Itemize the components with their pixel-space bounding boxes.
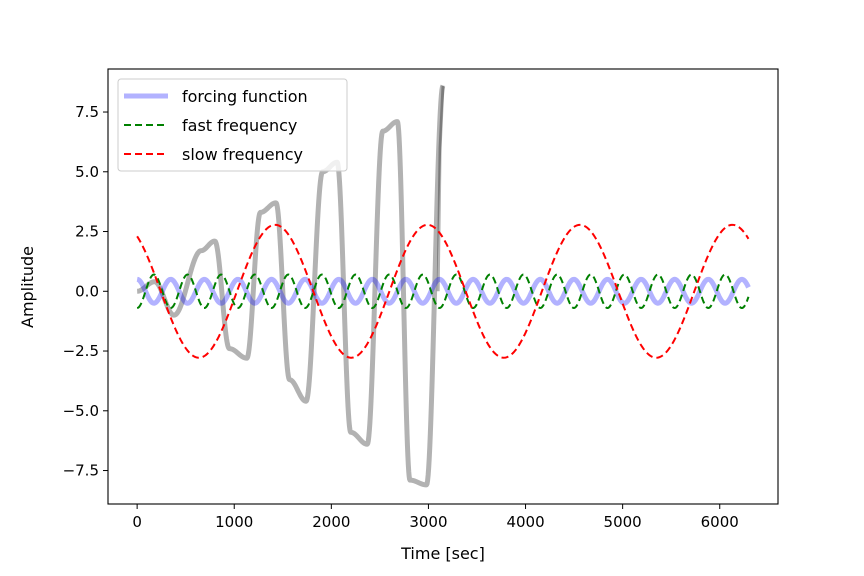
y-tick-label: 5.0 xyxy=(75,163,99,181)
x-tick-label: 6000 xyxy=(701,513,739,531)
x-axis-label: Time [sec] xyxy=(400,544,485,563)
axes-frame xyxy=(107,68,779,505)
response-series-line xyxy=(135,84,446,488)
legend-slow-frequency-label: slow frequency xyxy=(182,145,303,164)
slow-frequency-line xyxy=(136,223,750,359)
x-tick-label: 5000 xyxy=(604,513,642,531)
y-tick-label: −5.0 xyxy=(63,402,99,420)
y-tick-label: 0.0 xyxy=(75,282,99,300)
x-tick-label: 0 xyxy=(132,513,142,531)
y-axis: −7.5 −5.0 −2.5 0.0 2.5 5.0 7.5 xyxy=(63,103,108,480)
x-axis: 0 1000 2000 3000 4000 5000 6000 xyxy=(132,504,739,531)
y-tick-label: −2.5 xyxy=(63,342,99,360)
legend-forcing-function-label: forcing function xyxy=(182,87,308,106)
x-tick-label: 4000 xyxy=(506,513,544,531)
legend-box xyxy=(117,78,348,172)
response-series-tail xyxy=(436,85,445,292)
y-tick-label: 2.5 xyxy=(75,223,99,241)
legend-fast-frequency-label: fast frequency xyxy=(182,116,297,135)
y-axis-label: Amplitude xyxy=(18,246,37,328)
x-tick-label: 3000 xyxy=(409,513,447,531)
y-tick-label: −7.5 xyxy=(63,462,99,480)
forcing-function-line xyxy=(136,276,751,306)
fast-frequency-line xyxy=(136,273,750,310)
x-tick-label: 2000 xyxy=(312,513,350,531)
plot-area xyxy=(135,84,751,488)
y-tick-label: 7.5 xyxy=(75,103,99,121)
x-tick-label: 1000 xyxy=(215,513,253,531)
legend: forcing function fast frequency slow frequ… xyxy=(117,78,348,172)
